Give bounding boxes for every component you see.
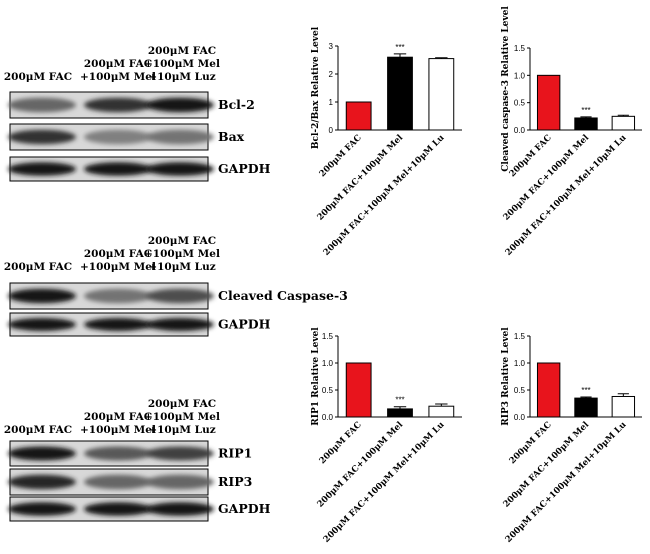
y-tick-label: 0.0 xyxy=(514,126,526,135)
lane-label: +10μM Luz xyxy=(148,261,215,273)
y-tick-label: 1.5 xyxy=(514,44,526,53)
y-tick-label: 0 xyxy=(329,126,334,135)
x-tick-label: 200μM FAC xyxy=(318,420,364,466)
bar xyxy=(611,115,636,131)
band-label: GAPDH xyxy=(218,161,271,176)
band-label: GAPDH xyxy=(218,317,271,332)
band-label: RIP1 xyxy=(218,446,252,461)
y-tick-label: 1 xyxy=(329,98,334,107)
y-tick-label: 0.5 xyxy=(322,386,334,395)
y-tick-label: 1.0 xyxy=(514,71,526,80)
blot-band xyxy=(146,97,214,113)
blot-band xyxy=(84,129,152,145)
bar xyxy=(611,395,636,418)
lane-label: +10μM Luz xyxy=(148,424,215,436)
blot-band xyxy=(84,446,152,461)
y-tick-label: 0.5 xyxy=(514,386,526,395)
lane-label: +100μM Mel xyxy=(80,261,156,273)
y-tick-label: 0.5 xyxy=(514,99,526,108)
x-tick-label: 200μM FAC+100μM Mel xyxy=(316,420,406,510)
significance: *** xyxy=(395,396,404,405)
y-tick-label: 0.0 xyxy=(322,413,334,422)
error-bar xyxy=(580,116,592,118)
y-tick-label: 3 xyxy=(329,42,334,51)
lane-label: 200μM FAC xyxy=(84,58,152,70)
error-bar xyxy=(617,114,629,117)
x-tick-label: 200μM FAC xyxy=(318,133,364,179)
blot-band xyxy=(84,318,152,331)
band-label: Cleaved Caspase-3 xyxy=(218,288,348,303)
bar xyxy=(536,74,561,131)
lane-label: +100μM Mel xyxy=(144,411,220,423)
bar xyxy=(574,117,598,131)
y-tick-label: 1.0 xyxy=(514,359,526,368)
bar xyxy=(345,101,372,131)
band-label: RIP3 xyxy=(218,474,252,489)
blot-band xyxy=(8,318,76,331)
y-tick-label: 1.5 xyxy=(514,332,526,341)
bar xyxy=(428,58,455,131)
error-bar xyxy=(393,406,407,409)
lane-label: 200μM FAC xyxy=(148,235,216,247)
band-label: Bax xyxy=(218,129,245,144)
lane-label: 200μM FAC xyxy=(84,248,152,260)
lane-label: 200μM FAC xyxy=(4,261,72,273)
blot-band xyxy=(146,288,214,304)
bar xyxy=(574,397,598,418)
bar xyxy=(536,362,561,418)
lane-label: +10μM Luz xyxy=(148,71,215,83)
blot-band xyxy=(8,446,76,461)
lane-label: +100μM Mel xyxy=(80,71,156,83)
significance: *** xyxy=(581,386,590,395)
blot-band xyxy=(146,318,214,331)
y-axis-label: Bcl-2/Bax Relative Level xyxy=(311,26,321,149)
x-tick-label: 200μM FAC+100μM Mel xyxy=(316,133,406,223)
blot-band xyxy=(8,97,76,113)
lane-label: 200μM FAC xyxy=(4,71,72,83)
y-tick-label: 1.0 xyxy=(322,359,334,368)
lane-label: +100μM Mel xyxy=(144,58,220,70)
blot-band xyxy=(8,288,76,304)
blot-band xyxy=(84,162,152,176)
bar xyxy=(387,408,413,418)
blot-band xyxy=(146,474,214,490)
y-axis-label: RIP3 Relative Level xyxy=(501,327,511,426)
blot-band xyxy=(84,502,152,516)
y-tick-label: 0.0 xyxy=(514,413,526,422)
blot-band xyxy=(8,502,76,516)
bar xyxy=(428,405,455,418)
significance: *** xyxy=(581,106,590,115)
lane-label: 200μM FAC xyxy=(4,424,72,436)
blot-band xyxy=(84,97,152,113)
bar xyxy=(387,56,413,131)
lane-label: 200μM FAC xyxy=(148,398,216,410)
lane-label: 200μM FAC xyxy=(148,45,216,57)
y-tick-label: 1.5 xyxy=(322,332,334,341)
lane-label: 200μM FAC xyxy=(84,411,152,423)
blot-band xyxy=(8,162,76,176)
blot-band xyxy=(146,446,214,461)
error-bar xyxy=(393,53,407,58)
blot-band xyxy=(146,162,214,176)
lane-label: +100μM Mel xyxy=(144,248,220,260)
y-axis-label: Cleaved caspase-3 Relative Level xyxy=(501,6,511,172)
error-bar xyxy=(435,403,448,407)
blot-band xyxy=(146,502,214,516)
error-bar xyxy=(617,393,629,397)
bar xyxy=(345,362,372,418)
band-label: GAPDH xyxy=(218,501,271,516)
y-axis-label: RIP1 Relative Level xyxy=(311,327,321,426)
error-bar xyxy=(435,57,448,59)
blot-band xyxy=(146,129,214,145)
error-bar xyxy=(580,396,592,399)
blot-band xyxy=(84,474,152,490)
blot-band xyxy=(8,474,76,490)
y-tick-label: 2 xyxy=(329,70,334,79)
blot-band xyxy=(8,129,76,145)
significance: *** xyxy=(395,43,404,52)
blot-band xyxy=(84,288,152,304)
lane-label: +100μM Mel xyxy=(80,424,156,436)
band-label: Bcl-2 xyxy=(218,97,255,112)
